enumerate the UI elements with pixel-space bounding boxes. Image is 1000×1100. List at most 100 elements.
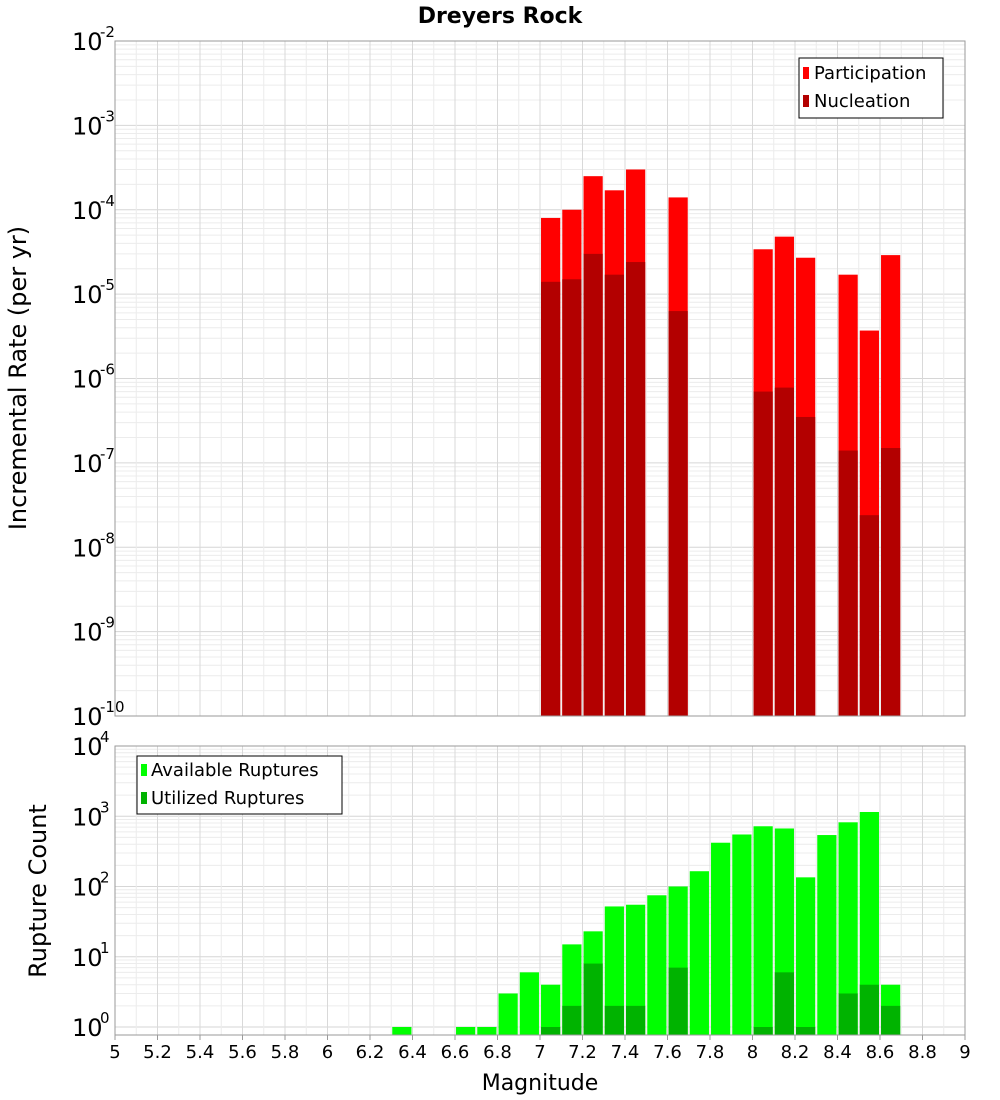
top-bar-nucleation xyxy=(626,262,646,716)
legend-label-nucleation: Nucleation xyxy=(814,91,910,112)
top-bar-nucleation xyxy=(881,448,901,716)
y-tick-exponent: 0 xyxy=(100,1009,110,1027)
top-bar-nucleation xyxy=(838,450,858,716)
x-tick-label: 7 xyxy=(534,1042,545,1063)
y-tick-label: 10 xyxy=(72,450,103,478)
top-plot-frame xyxy=(114,40,966,717)
bottom-legend: Available Ruptures Utilized Ruptures xyxy=(136,755,343,815)
y-tick-exponent: -10 xyxy=(100,698,125,716)
top-bar-nucleation xyxy=(583,253,603,716)
legend-label-utilized: Utilized Ruptures xyxy=(151,788,304,809)
bottom-bar-utilized-ruptures xyxy=(583,963,603,1035)
legend-label-available: Available Ruptures xyxy=(151,760,319,781)
bottom-bar-available-ruptures xyxy=(541,984,561,1035)
y-tick-exponent: 3 xyxy=(100,798,110,816)
y-tick-label: 10 xyxy=(72,619,103,647)
x-tick-label: 6.8 xyxy=(483,1042,512,1063)
bottom-bar-available-ruptures xyxy=(838,822,858,1035)
x-tick-label: 5.6 xyxy=(228,1042,257,1063)
top-bars xyxy=(541,169,901,717)
y-tick-exponent: -9 xyxy=(100,614,115,632)
y-tick-exponent: -5 xyxy=(100,276,115,294)
x-tick-label: 6.2 xyxy=(356,1042,385,1063)
bottom-bar-available-ruptures xyxy=(477,1027,497,1035)
top-bar-nucleation xyxy=(774,387,794,716)
top-bar-nucleation xyxy=(796,416,816,716)
top-bar-nucleation xyxy=(541,281,561,716)
y-tick-label: 10 xyxy=(72,733,103,761)
y-tick-exponent: -7 xyxy=(100,445,115,463)
top-y-axis-label: Incremental Rate (per yr) xyxy=(4,226,32,530)
top-bar-nucleation xyxy=(668,311,688,716)
top-legend: Participation Nucleation xyxy=(798,57,944,119)
bottom-bar-utilized-ruptures xyxy=(668,967,688,1035)
y-tick-label: 10 xyxy=(72,28,103,56)
legend-label-participation: Participation xyxy=(814,63,926,84)
top-legend-box xyxy=(798,57,944,119)
bottom-bar-utilized-ruptures xyxy=(626,1005,646,1035)
legend-swatch-nucleation xyxy=(803,95,809,107)
y-tick-exponent: -2 xyxy=(100,23,115,41)
bottom-bar-utilized-ruptures xyxy=(753,1027,773,1035)
bottom-bar-utilized-ruptures xyxy=(604,1005,624,1035)
y-tick-exponent: -3 xyxy=(100,107,115,125)
top-bar-nucleation xyxy=(562,279,582,716)
y-tick-exponent: 1 xyxy=(100,939,110,957)
bottom-bar-available-ruptures xyxy=(392,1027,412,1035)
bottom-bar-available-ruptures xyxy=(647,895,667,1035)
x-tick-label: 8 xyxy=(747,1042,758,1063)
top-bar-nucleation xyxy=(859,515,879,716)
bottom-bar-utilized-ruptures xyxy=(859,984,879,1035)
y-tick-exponent: -4 xyxy=(100,192,115,210)
y-tick-label: 10 xyxy=(72,874,103,902)
x-tick-label: 9 xyxy=(959,1042,970,1063)
x-tick-label: 8.6 xyxy=(866,1042,895,1063)
y-tick-label: 10 xyxy=(72,703,103,731)
x-axis-label: Magnitude xyxy=(482,1071,599,1096)
top-bar-nucleation xyxy=(753,391,773,716)
legend-swatch-participation xyxy=(803,67,809,79)
y-tick-exponent: -8 xyxy=(100,529,115,547)
y-tick-label: 10 xyxy=(72,1014,103,1042)
y-tick-label: 10 xyxy=(72,281,103,309)
x-tick-label: 6 xyxy=(322,1042,333,1063)
x-tick-label: 7.4 xyxy=(611,1042,640,1063)
bottom-bar-utilized-ruptures xyxy=(881,1005,901,1035)
legend-swatch-available xyxy=(141,764,147,776)
bottom-legend-box xyxy=(136,755,343,815)
x-tick-label: 5.8 xyxy=(271,1042,300,1063)
top-grid xyxy=(114,40,966,717)
y-tick-exponent: 2 xyxy=(100,869,110,887)
bottom-bar-available-ruptures xyxy=(689,871,709,1035)
x-ticks: 5 5.2 5.4 5.6 5.8 6 6.2 6.4 6.6 6.8 7 7.2 7.4 7.6 7.8 8… xyxy=(109,1035,971,1063)
bottom-bar-utilized-ruptures xyxy=(774,972,794,1035)
bottom-bar-available-ruptures xyxy=(817,835,837,1035)
x-tick-label: 7.6 xyxy=(653,1042,682,1063)
bottom-bar-available-ruptures xyxy=(626,904,646,1035)
bottom-bar-available-ruptures xyxy=(519,972,539,1035)
y-tick-label: 10 xyxy=(72,197,103,225)
x-tick-label: 5 xyxy=(109,1042,120,1063)
chart-title: Dreyers Rock xyxy=(418,4,584,29)
legend-swatch-utilized xyxy=(141,792,147,804)
bottom-bar-utilized-ruptures xyxy=(562,1005,582,1035)
bottom-bars xyxy=(392,811,901,1035)
bottom-bar-utilized-ruptures xyxy=(838,993,858,1035)
x-tick-label: 8.2 xyxy=(781,1042,810,1063)
x-tick-label: 5.2 xyxy=(143,1042,172,1063)
x-tick-label: 7.2 xyxy=(568,1042,597,1063)
bottom-bar-available-ruptures xyxy=(711,842,731,1035)
x-tick-label: 5.4 xyxy=(186,1042,215,1063)
bottom-bar-available-ruptures xyxy=(732,834,752,1035)
bottom-bar-available-ruptures xyxy=(859,811,879,1035)
bottom-bar-utilized-ruptures xyxy=(796,1027,816,1035)
x-tick-label: 6.4 xyxy=(398,1042,427,1063)
y-tick-exponent: 4 xyxy=(100,728,110,746)
bottom-bar-available-ruptures xyxy=(796,877,816,1035)
bottom-bar-utilized-ruptures xyxy=(541,1027,561,1035)
